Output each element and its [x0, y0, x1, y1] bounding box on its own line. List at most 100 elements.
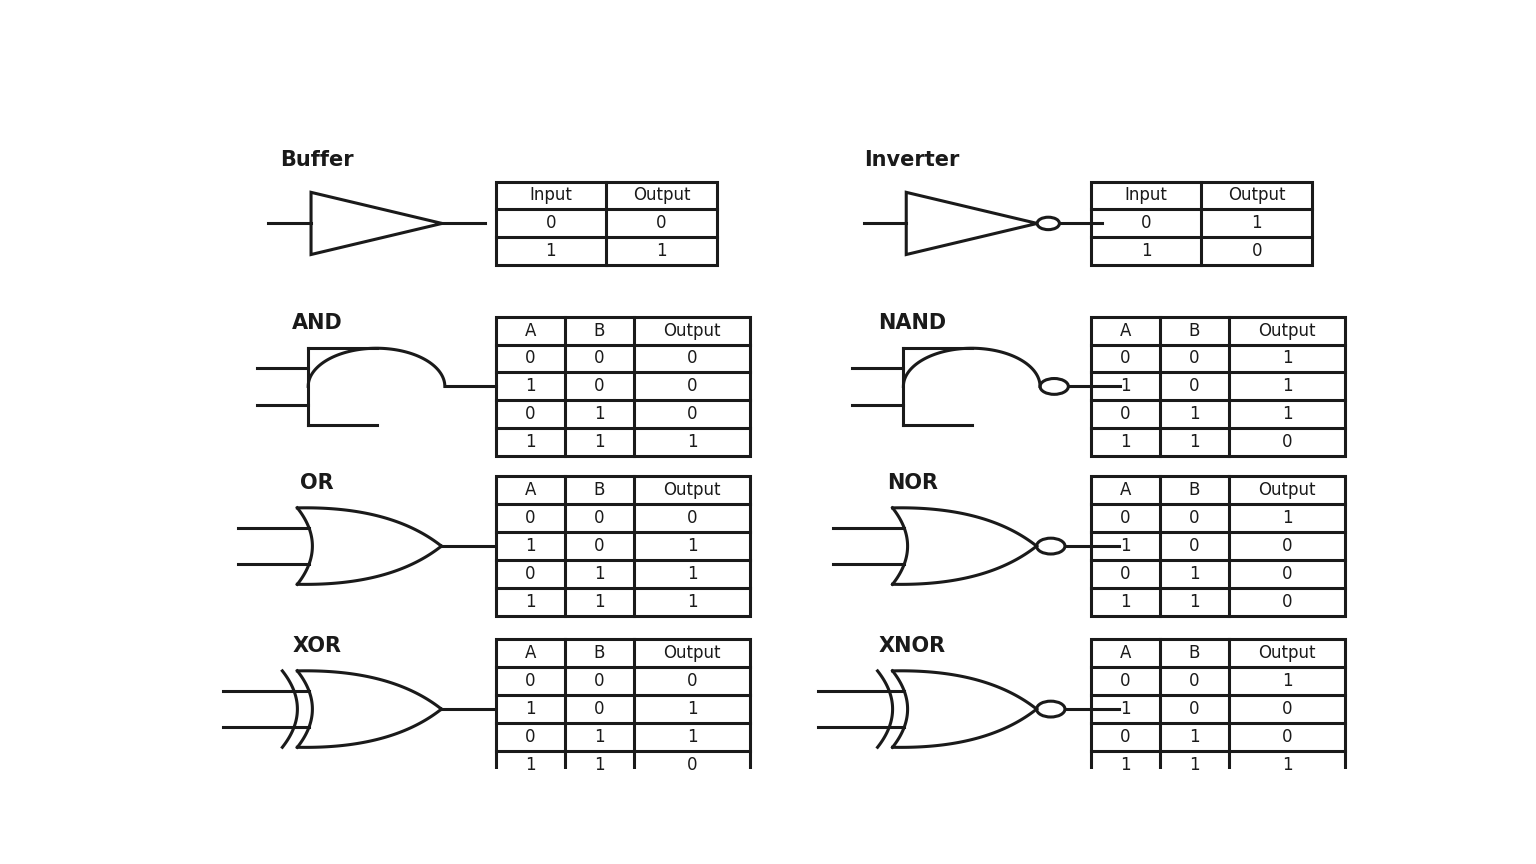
- Text: 1: 1: [525, 378, 536, 396]
- Text: 0: 0: [1283, 537, 1292, 555]
- Text: 0: 0: [594, 700, 604, 718]
- Text: 0: 0: [1120, 509, 1130, 527]
- Text: Output: Output: [1258, 481, 1316, 499]
- Text: 0: 0: [1120, 728, 1130, 746]
- Text: 1: 1: [1189, 405, 1200, 423]
- Text: 1: 1: [525, 537, 536, 555]
- Text: 1: 1: [1189, 593, 1200, 611]
- Text: 0: 0: [687, 672, 697, 690]
- Text: 1: 1: [687, 728, 697, 746]
- Text: 0: 0: [594, 378, 604, 396]
- Text: 1: 1: [525, 756, 536, 774]
- Text: 1: 1: [1120, 756, 1130, 774]
- Text: 0: 0: [1189, 537, 1200, 555]
- Text: Output: Output: [664, 645, 720, 662]
- Text: 0: 0: [1283, 728, 1292, 746]
- Text: 1: 1: [1189, 756, 1200, 774]
- Text: 0: 0: [1283, 593, 1292, 611]
- Text: 1: 1: [1283, 405, 1292, 423]
- Text: A: A: [524, 645, 536, 662]
- Text: A: A: [524, 321, 536, 340]
- Bar: [1091, 181, 1312, 265]
- Text: 0: 0: [687, 509, 697, 527]
- Bar: [496, 639, 750, 779]
- Text: 0: 0: [1120, 405, 1130, 423]
- Text: 1: 1: [525, 593, 536, 611]
- Text: 0: 0: [545, 214, 556, 232]
- Text: 1: 1: [1283, 756, 1292, 774]
- Bar: [496, 316, 750, 456]
- Text: AND: AND: [292, 314, 343, 334]
- Text: 0: 0: [1141, 214, 1152, 232]
- Text: 0: 0: [656, 214, 667, 232]
- Text: 1: 1: [1120, 378, 1130, 396]
- Text: 0: 0: [1283, 565, 1292, 583]
- Text: 1: 1: [687, 537, 697, 555]
- Text: A: A: [1120, 321, 1130, 340]
- Text: 1: 1: [594, 405, 605, 423]
- Text: 0: 0: [525, 565, 536, 583]
- Text: 1: 1: [656, 243, 667, 260]
- Text: 1: 1: [545, 243, 556, 260]
- Text: 1: 1: [594, 565, 605, 583]
- Text: 1: 1: [687, 700, 697, 718]
- Text: A: A: [524, 481, 536, 499]
- Text: 1: 1: [594, 728, 605, 746]
- Text: 1: 1: [1283, 378, 1292, 396]
- Text: 1: 1: [687, 593, 697, 611]
- Text: 0: 0: [687, 756, 697, 774]
- Text: 1: 1: [1283, 509, 1292, 527]
- Text: 0: 0: [1189, 378, 1200, 396]
- Text: Input: Input: [530, 187, 573, 205]
- Text: 1: 1: [594, 756, 605, 774]
- Text: 1: 1: [1141, 243, 1152, 260]
- Text: B: B: [1189, 321, 1200, 340]
- Text: 1: 1: [1120, 537, 1130, 555]
- Text: 1: 1: [1283, 672, 1292, 690]
- Text: 0: 0: [687, 349, 697, 367]
- Text: A: A: [1120, 481, 1130, 499]
- Text: 0: 0: [525, 349, 536, 367]
- Text: NOR: NOR: [886, 473, 937, 492]
- Text: Input: Input: [1124, 187, 1167, 205]
- Text: 1: 1: [1189, 565, 1200, 583]
- Text: Output: Output: [1258, 645, 1316, 662]
- Text: B: B: [593, 645, 605, 662]
- Bar: [1091, 639, 1346, 779]
- Text: 0: 0: [1120, 565, 1130, 583]
- Text: XOR: XOR: [292, 636, 341, 656]
- Text: 1: 1: [525, 434, 536, 451]
- Text: 0: 0: [594, 349, 604, 367]
- Text: A: A: [1120, 645, 1130, 662]
- Text: Output: Output: [1258, 321, 1316, 340]
- Text: Output: Output: [664, 321, 720, 340]
- Text: 0: 0: [1120, 672, 1130, 690]
- Text: 0: 0: [525, 509, 536, 527]
- Text: 0: 0: [525, 728, 536, 746]
- Text: B: B: [1189, 481, 1200, 499]
- Text: 0: 0: [687, 378, 697, 396]
- Text: 0: 0: [525, 672, 536, 690]
- Text: 1: 1: [1189, 434, 1200, 451]
- Text: XNOR: XNOR: [879, 636, 946, 656]
- Text: 0: 0: [594, 672, 604, 690]
- Text: 1: 1: [687, 565, 697, 583]
- Text: 1: 1: [1120, 700, 1130, 718]
- Text: 1: 1: [594, 434, 605, 451]
- Text: Inverter: Inverter: [865, 150, 960, 170]
- Text: B: B: [593, 321, 605, 340]
- Text: Output: Output: [664, 481, 720, 499]
- Text: 0: 0: [1283, 700, 1292, 718]
- Text: 0: 0: [525, 405, 536, 423]
- Text: Output: Output: [633, 187, 690, 205]
- Text: Buffer: Buffer: [280, 150, 353, 170]
- Text: NAND: NAND: [879, 314, 946, 334]
- Text: 1: 1: [1120, 434, 1130, 451]
- Bar: [496, 476, 750, 616]
- Bar: [1091, 316, 1346, 456]
- Text: B: B: [1189, 645, 1200, 662]
- Bar: [496, 181, 717, 265]
- Text: 1: 1: [1189, 728, 1200, 746]
- Bar: [1091, 476, 1346, 616]
- Text: 1: 1: [687, 434, 697, 451]
